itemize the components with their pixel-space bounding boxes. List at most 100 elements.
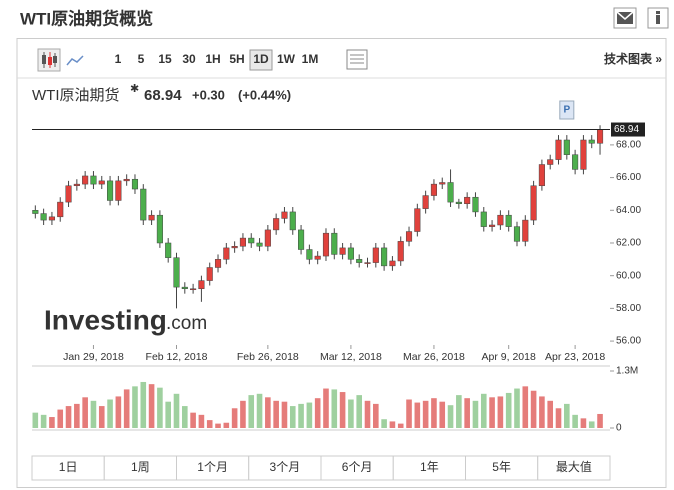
event-marker-box[interactable] [559,100,575,120]
interval-button[interactable]: 5H [229,52,244,66]
range-button[interactable]: 1年 [420,460,439,474]
interval-button[interactable]: 15 [158,52,172,66]
x-tick-label: Mar 26, 2018 [403,351,465,363]
candle-body [206,267,213,281]
x-tick-label: Jan 29, 2018 [63,351,124,363]
volume-bar [32,412,39,428]
volume-bar [381,419,387,428]
range-button-frame[interactable] [465,455,539,481]
candle-body [181,286,188,290]
candle-body [256,242,263,247]
volume-bar [456,395,462,428]
table-icon[interactable] [346,49,368,70]
price: 68.94 [144,87,182,104]
line-icon[interactable] [66,55,84,66]
y2-tick-label: 1.3M [616,366,638,377]
range-button[interactable]: 3个月 [270,460,301,474]
x-tick-label: Feb 26, 2018 [237,351,299,363]
interval-button[interactable]: 30 [182,52,196,66]
candle-body [497,214,504,226]
y-tick-label: 64.00 [616,205,641,216]
interval-button[interactable]: 5 [138,52,145,66]
volume-bar [572,414,578,428]
range-button[interactable]: 1周 [131,460,150,474]
range-button[interactable]: 最大值 [556,459,592,474]
candle-body [439,182,446,185]
interval-button[interactable]: 1H [205,52,220,66]
candle-body [140,188,147,221]
candle-body [447,182,454,203]
candle-body [190,288,197,291]
watermark-suffix: .com [166,313,207,334]
volume-bar [514,388,520,428]
volume-bar [489,397,495,428]
volume-bar [389,421,396,428]
interval-button[interactable]: 1W [277,52,296,66]
candle-body [538,164,545,187]
candle-body [239,237,246,247]
candle-body [223,247,230,260]
candle-body [522,219,529,242]
candle-body [115,180,122,201]
volume-bar [190,412,196,428]
mail-icon[interactable] [613,7,637,29]
volume-bar [65,406,72,428]
candle-body [572,154,579,170]
candle-body [173,257,180,288]
candle-body [430,183,437,196]
volume-bar [406,399,412,428]
last-price-label: 68.94 [614,124,639,135]
candle-body [198,280,205,290]
candle-body [489,224,496,227]
range-button[interactable]: 5年 [492,460,511,474]
volume-bar [206,420,213,428]
range-button[interactable]: 1个月 [197,460,228,474]
y-tick-label: 68.00 [616,140,641,151]
range-button-frame[interactable] [31,455,105,481]
event-marker[interactable]: P [563,105,570,116]
candle-body [414,208,421,232]
volume-bar [564,403,570,428]
candle-body [40,213,47,221]
range-button-frame[interactable] [320,455,394,481]
candle-icon[interactable] [37,48,61,72]
candle-body [588,139,595,144]
candle-body [356,259,363,263]
interval-button[interactable]: 1M [302,52,319,66]
range-button[interactable]: 1日 [59,460,78,474]
volume-bar [132,386,138,428]
range-button-frame[interactable] [537,455,611,481]
volume-bar [480,393,487,428]
candle-body [231,246,238,249]
volume-bar [140,381,147,428]
volume-bar [431,398,437,428]
volume-bar [74,403,80,428]
interval-button[interactable]: 1 [115,52,122,66]
volume-bar [547,400,554,428]
range-button-frame[interactable] [176,455,250,481]
candle-body [405,231,413,242]
volume-bar [82,397,88,428]
info-icon[interactable] [647,7,669,29]
tech-chart-link[interactable]: 技术图表 » [604,51,662,66]
volume-bar [522,386,529,428]
volume-bar [472,400,479,428]
candle-body [381,247,388,267]
interval-button[interactable]: 1D [253,52,269,66]
candle-body [580,139,587,170]
candle-body [165,242,172,258]
volume-bar [439,401,446,428]
change-pct: (+0.44%) [238,87,291,102]
volume-bar [397,423,404,428]
candle-body [107,180,114,201]
candle-body [156,214,163,244]
candle-body [339,247,346,255]
volume-bar [373,403,379,428]
volume-bar [306,402,313,428]
volume-bar [157,387,163,428]
volume-bar [90,400,97,428]
range-button[interactable]: 6个月 [342,460,373,474]
volume-bar [314,398,321,428]
candle-body [505,214,512,227]
candle-body [82,175,89,185]
